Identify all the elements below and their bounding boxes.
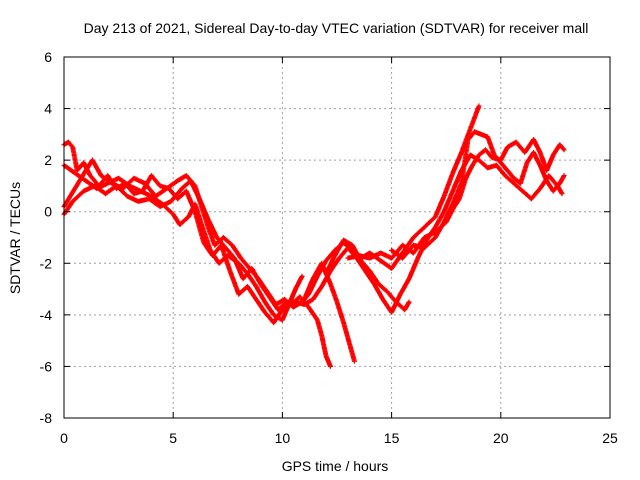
y-tick-label: -4 (40, 307, 53, 323)
series-track-3 (61, 152, 565, 315)
x-tick-label: 10 (275, 430, 291, 446)
series-markers (61, 152, 565, 315)
series-track-8 (389, 129, 567, 261)
y-tick-label: 0 (44, 204, 52, 220)
y-tick-label: 6 (44, 49, 52, 65)
x-tick-label: 20 (493, 430, 509, 446)
x-tick-label: 0 (60, 430, 68, 446)
y-tick-label: -2 (40, 255, 53, 271)
y-tick-label: -8 (40, 410, 53, 426)
x-tick-label: 5 (169, 430, 177, 446)
data-series (61, 103, 567, 369)
series-track-2 (61, 103, 482, 310)
x-axis-label: GPS time / hours (282, 458, 389, 474)
y-tick-label: -6 (40, 358, 53, 374)
chart-title: Day 213 of 2021, Sidereal Day-to-day VTE… (84, 20, 589, 36)
plot-frame (63, 56, 611, 419)
y-tick-label: 4 (44, 101, 52, 117)
y-tick-label: 2 (44, 152, 52, 168)
x-tick-label: 25 (602, 430, 618, 446)
series-markers (389, 129, 567, 261)
axis-ticks: 0 5 10 15 20 25 -8 -6 -4 -2 0 2 4 6 (40, 49, 618, 446)
grid-lines (64, 57, 610, 418)
series-markers (61, 103, 482, 310)
x-tick-label: 15 (384, 430, 400, 446)
y-axis-label: SDTVAR / TECUs (7, 182, 23, 294)
